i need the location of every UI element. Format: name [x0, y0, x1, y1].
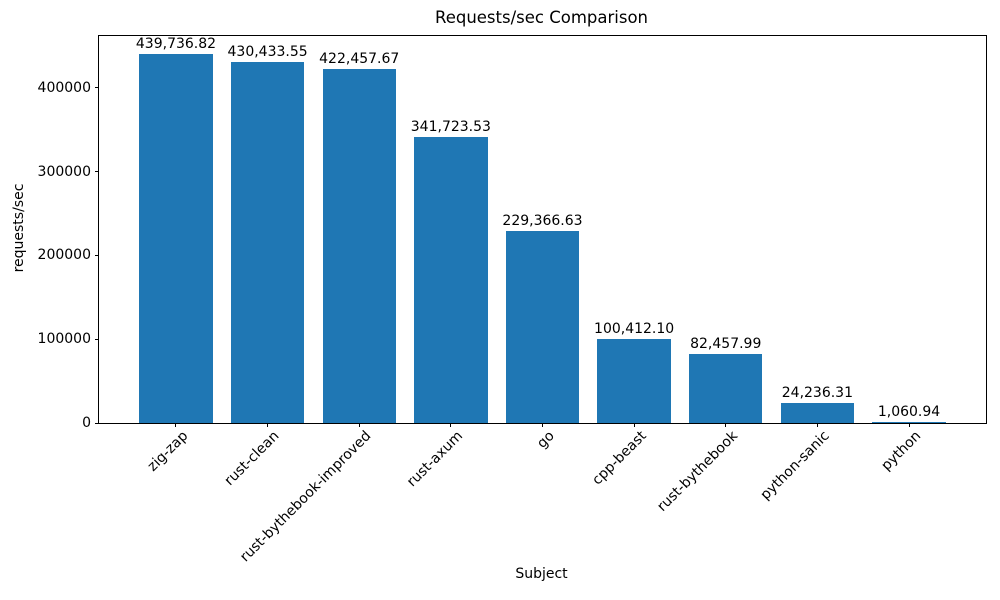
- bar-rust-clean: [230, 62, 305, 423]
- y-axis-label: requests/sec: [11, 183, 27, 273]
- bar-value-label: 229,366.63: [502, 212, 583, 229]
- x-tick-mark: [175, 423, 177, 427]
- x-tick-mark: [267, 423, 269, 427]
- bar-rust-bythebook-improved: [322, 68, 396, 423]
- y-tick-mark: [95, 422, 99, 424]
- x-tick-mark: [358, 423, 360, 427]
- bar-value-label: 82,457.99: [690, 335, 762, 352]
- bar-value-label: 439,736.82: [135, 36, 217, 53]
- y-axis-tick-label: 400000: [37, 79, 91, 96]
- ticks-layer: zig-zap rust-clean rust-bythebook-improved…: [38, 36, 986, 565]
- chart-title: Requests/sec Comparison: [434, 8, 649, 27]
- x-axis-tick-label: zig-zap: [144, 428, 192, 475]
- bar-python-sanic: [780, 402, 855, 423]
- bar-zig-zap: [139, 54, 213, 423]
- x-axis-tick-label: python: [878, 428, 925, 474]
- bar-python: [872, 422, 946, 423]
- x-tick-mark: [633, 423, 635, 427]
- y-axis-tick-label: 0: [82, 415, 91, 431]
- x-axis-tick-label: python-sanic: [757, 428, 833, 504]
- bar-value-label: 341,723.53: [410, 118, 491, 135]
- bar-rust-bythebook: [689, 353, 763, 423]
- bars-layer: 439,736.82 430,433.55 422,457.67 341,723.53…: [99, 36, 986, 423]
- y-tick-mark: [95, 338, 99, 340]
- x-axis-tick-label: rust-bythebook: [654, 428, 742, 515]
- y-axis-tick-label: 200000: [37, 247, 91, 264]
- x-tick-mark: [725, 423, 727, 427]
- bar-value-label: 430,433.55: [227, 44, 308, 61]
- bar-go: [505, 230, 580, 423]
- x-axis-label: Subject: [515, 566, 568, 582]
- x-tick-mark: [542, 423, 543, 427]
- bar-value-label: 1,060.94: [877, 404, 941, 420]
- bar-value-label: 100,412.10: [594, 320, 675, 337]
- y-axis-tick-label: 100000: [37, 331, 91, 348]
- x-axis-tick-label: go: [534, 428, 558, 452]
- y-tick-mark: [95, 171, 99, 173]
- y-tick-mark: [95, 254, 99, 256]
- bar-cpp-beast: [597, 338, 671, 423]
- x-tick-mark: [908, 423, 910, 427]
- y-axis-tick-label: 300000: [37, 163, 91, 180]
- bar-value-label: 422,457.67: [319, 50, 400, 67]
- x-tick-mark: [450, 423, 452, 427]
- bar-value-label: 24,236.31: [781, 384, 854, 401]
- x-tick-mark: [816, 423, 818, 427]
- y-tick-mark: [95, 87, 99, 89]
- bar-rust-axum: [414, 136, 488, 423]
- x-axis-tick-label: cpp-beast: [589, 428, 650, 489]
- x-axis-tick-label: rust-clean: [222, 428, 283, 489]
- plot-area: 439,736.82 430,433.55 422,457.67 341,723.53…: [38, 35, 987, 565]
- x-axis-tick-label: rust-axum: [404, 428, 467, 491]
